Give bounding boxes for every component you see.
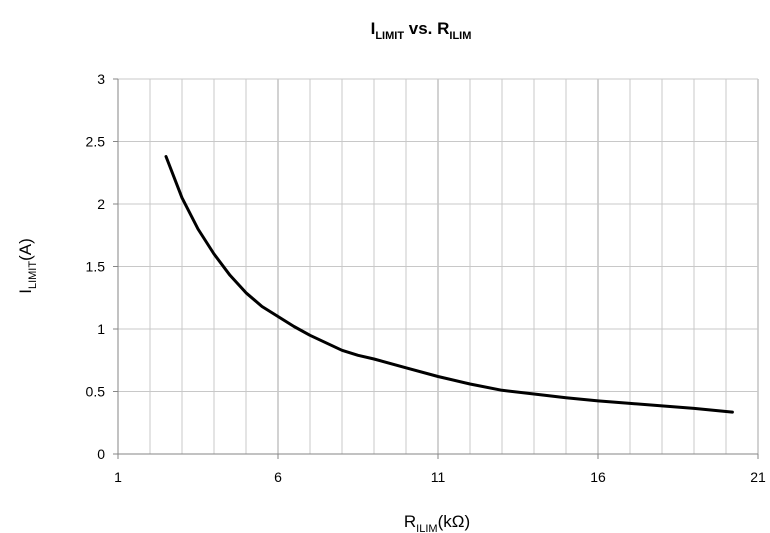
- x-tick-label: 21: [750, 469, 766, 485]
- x-tick-label: 16: [590, 469, 606, 485]
- series-line: [164, 155, 734, 414]
- ylabel-sub: LIMIT: [27, 261, 39, 289]
- xlabel-tail: (kΩ): [438, 512, 471, 531]
- y-tick-label: 0.5: [86, 384, 106, 400]
- x-axis-label: RILIM(kΩ): [404, 512, 470, 533]
- y-tick-label: 2: [97, 196, 105, 212]
- title-sub2: ILIM: [449, 30, 471, 42]
- x-tick-label: 6: [274, 469, 282, 485]
- ylabel-main: I: [16, 289, 35, 294]
- x-tick-label: 11: [431, 469, 446, 485]
- title-main: I: [371, 19, 376, 38]
- grid: [118, 78, 759, 454]
- chart-title: ILIMIT vs. RILIM: [371, 19, 472, 42]
- series-group: [164, 155, 734, 414]
- y-tick-label: 2.5: [86, 134, 106, 150]
- y-tick-label: 0: [97, 446, 105, 462]
- axes: [113, 78, 759, 459]
- y-tick-label: 3: [97, 71, 105, 87]
- y-tick-label: 1.5: [86, 259, 106, 275]
- title-sub: LIMIT: [375, 30, 404, 42]
- x-tick-label: 1: [114, 469, 122, 485]
- title-mid: vs. R: [404, 19, 449, 38]
- y-tick-label: 1: [97, 321, 105, 337]
- tick-labels: 00.511.522.531 6 11 16 21: [86, 71, 766, 485]
- xlabel-sub: ILIM: [416, 523, 437, 533]
- xlabel-main: R: [404, 512, 416, 531]
- y-axis-label: ILIMIT(A): [16, 238, 39, 294]
- ylabel-tail: (A): [16, 238, 35, 261]
